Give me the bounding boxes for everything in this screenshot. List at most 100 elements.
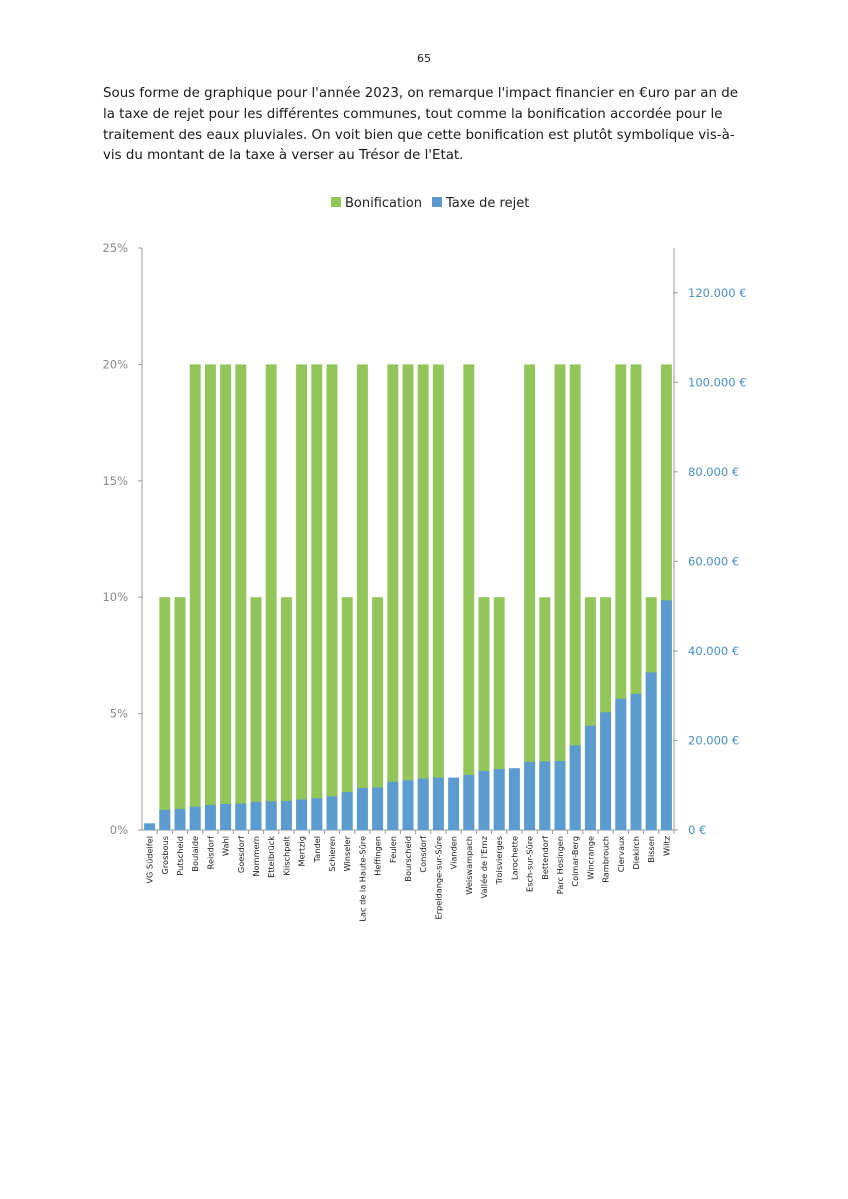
right-tick-label: 120.000 € — [688, 286, 747, 300]
category-label: Winseler — [342, 835, 352, 871]
category-label: Rambrouch — [601, 836, 611, 883]
bar-bonification — [220, 364, 232, 830]
category-label: Bettendorf — [540, 835, 550, 880]
bar-bonification — [554, 364, 566, 830]
bar-taxe-de-rejet — [493, 769, 505, 830]
bar-bonification — [417, 364, 429, 830]
bar-taxe-de-rejet — [144, 823, 156, 830]
category-label: VG Südeifel — [145, 836, 155, 884]
left-tick-label: 5% — [110, 707, 128, 721]
bar-bonification — [204, 364, 216, 830]
bar-bonification — [524, 364, 536, 830]
category-label: Heffingen — [373, 836, 383, 876]
bar-bonification — [402, 364, 414, 830]
bar-taxe-de-rejet — [326, 796, 338, 830]
bar-taxe-de-rejet — [189, 806, 201, 830]
right-tick-label: 80.000 € — [688, 465, 739, 479]
intro-paragraph: Sous forme de graphique pour l'année 202… — [103, 86, 738, 164]
category-label: Wahl — [221, 836, 231, 856]
bar-taxe-de-rejet — [296, 799, 308, 830]
legend-label-taxe: Taxe de rejet — [445, 196, 529, 211]
bar-taxe-de-rejet — [417, 778, 429, 830]
category-label: Wiltz — [661, 836, 671, 856]
category-label: Grosbous — [160, 836, 170, 874]
left-tick-label: 25% — [102, 241, 128, 255]
category-label: Diekirch — [631, 836, 641, 870]
bar-taxe-de-rejet — [341, 791, 353, 830]
page-number: 65 — [417, 52, 431, 65]
category-label: Kiischpelt — [281, 835, 291, 875]
legend-swatch-bonification — [331, 197, 341, 207]
bar-taxe-de-rejet — [508, 768, 520, 830]
bar-bonification — [615, 364, 627, 830]
category-label: Larochette — [509, 836, 519, 880]
category-label: Goesdorf — [236, 835, 246, 873]
category-label: Ettelbrück — [266, 836, 276, 878]
bar-taxe-de-rejet — [265, 801, 277, 830]
bar-bonification — [235, 364, 247, 830]
left-tick-label: 15% — [102, 474, 128, 488]
category-label: Troisvierges — [494, 836, 504, 885]
bar-taxe-de-rejet — [448, 777, 460, 830]
bar-taxe-de-rejet — [600, 712, 612, 830]
bar-taxe-de-rejet — [280, 800, 292, 830]
category-label: Bourscheid — [403, 836, 413, 882]
bar-taxe-de-rejet — [250, 801, 262, 830]
bar-bonification — [493, 597, 505, 830]
bar-taxe-de-rejet — [615, 698, 627, 830]
bar-bonification — [280, 597, 292, 830]
category-label: Weiswampach — [464, 836, 474, 895]
left-tick-label: 10% — [102, 590, 128, 604]
bar-taxe-de-rejet — [402, 780, 414, 830]
legend-swatch-taxe — [432, 197, 442, 207]
bar-bonification — [265, 364, 277, 830]
category-label: Consdorf — [418, 835, 428, 873]
category-label: Nommern — [251, 836, 261, 877]
bar-taxe-de-rejet — [645, 672, 657, 830]
bar-bonification — [296, 364, 308, 830]
category-label: Parc Hosingen — [555, 836, 565, 894]
bar-taxe-de-rejet — [524, 761, 536, 830]
bar-bonification — [584, 597, 596, 830]
category-label: Erpeldange-sur-Sûre — [433, 836, 443, 920]
bar-taxe-de-rejet — [584, 725, 596, 830]
category-label: Clervaux — [616, 836, 626, 872]
category-label: Colmar-Berg — [570, 836, 580, 887]
bar-bonification — [372, 597, 384, 830]
bar-taxe-de-rejet — [356, 787, 368, 830]
category-label: Reisdorf — [205, 835, 215, 869]
bar-taxe-de-rejet — [660, 600, 672, 830]
bar-taxe-de-rejet — [387, 781, 399, 830]
category-label: Tandel — [312, 836, 322, 863]
bar-bonification — [630, 364, 642, 830]
right-tick-label: 60.000 € — [688, 554, 739, 568]
bar-taxe-de-rejet — [174, 808, 186, 830]
bar-taxe-de-rejet — [554, 761, 566, 830]
bar-taxe-de-rejet — [372, 787, 384, 830]
bar-bonification — [387, 364, 399, 830]
bar-bonification — [189, 364, 201, 830]
category-label: Lac de la Haute-Sûre — [357, 836, 367, 922]
left-tick-label: 0% — [110, 823, 128, 837]
bonification-taxe-chart: Bonification Taxe de rejet 0% 5% 10% 15% 20% 25… — [102, 196, 747, 922]
bar-taxe-de-rejet — [432, 777, 444, 830]
category-label: Bissen — [646, 836, 656, 863]
category-label: Vallée de l'Ernz — [479, 836, 489, 898]
bar-bonification — [250, 597, 262, 830]
right-tick-label: 0 € — [688, 823, 706, 837]
bar-taxe-de-rejet — [569, 745, 581, 830]
bar-bonification — [569, 364, 581, 830]
bar-taxe-de-rejet — [311, 798, 323, 830]
category-label: Esch-sur-Sûre — [525, 836, 535, 892]
category-label: Feulen — [388, 836, 398, 863]
bar-taxe-de-rejet — [204, 804, 216, 830]
category-label: Wincrange — [585, 836, 595, 880]
category-label: Vianden — [449, 836, 459, 869]
category-label: Boulaide — [190, 836, 200, 872]
bar-taxe-de-rejet — [235, 803, 247, 830]
category-label: Mertzig — [297, 836, 307, 866]
legend-label-bonification: Bonification — [345, 196, 422, 211]
bar-bonification — [356, 364, 368, 830]
bar-taxe-de-rejet — [220, 804, 232, 830]
category-label: Schieren — [327, 836, 337, 872]
